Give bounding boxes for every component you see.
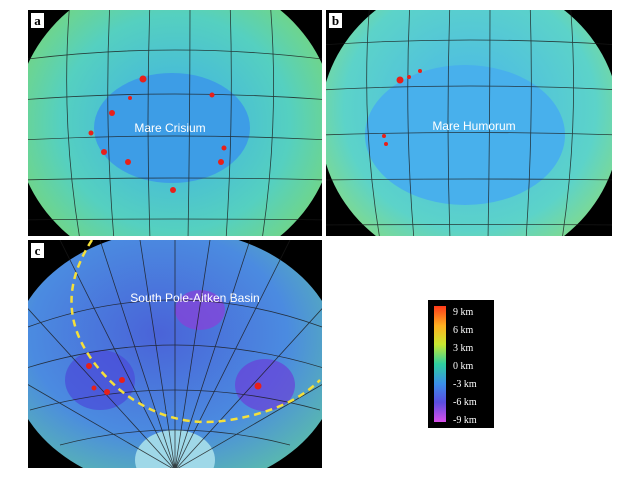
sample-sites — [382, 69, 422, 146]
colorbar-labels: 9 km 6 km 3 km 0 km -3 km -6 km -9 km — [453, 307, 477, 426]
colorbar-label: 3 km — [453, 343, 474, 354]
colorbar-label: 0 km — [453, 361, 474, 372]
panel-label-box — [31, 243, 44, 258]
sample-sites — [86, 363, 262, 395]
panel-label-box — [31, 13, 44, 28]
panel-label: a — [34, 13, 41, 28]
panel-a: a Mare Crisium — [28, 10, 322, 236]
crater — [235, 359, 295, 411]
colorbar-label: 9 km — [453, 307, 474, 318]
colorbar-label: -9 km — [453, 415, 477, 426]
colorbar-label: -3 km — [453, 379, 477, 390]
graticule — [326, 10, 612, 236]
panel-label: c — [35, 243, 41, 258]
region-name: South Pole-Aitken Basin — [130, 291, 259, 305]
region-name: Mare Crisium — [134, 121, 205, 135]
colorbar-label: -6 km — [453, 397, 477, 408]
colorbar-strip — [434, 306, 446, 422]
graticule — [28, 10, 322, 236]
panel-label-box — [329, 13, 342, 28]
panel-b: b Mare Humorum — [326, 10, 612, 236]
panel-c: c South Pole-Aitken Basin — [28, 240, 322, 468]
crater — [65, 350, 135, 410]
mare — [94, 73, 250, 183]
mare — [365, 65, 565, 205]
colorbar-label: 6 km — [453, 325, 474, 336]
graticule — [28, 240, 322, 468]
colorbar: 9 km 6 km 3 km 0 km -3 km -6 km -9 km — [428, 300, 494, 428]
sample-sites — [88, 75, 227, 193]
basin-outline — [70, 240, 321, 424]
region-name: Mare Humorum — [432, 119, 515, 133]
panel-label: b — [332, 13, 339, 28]
